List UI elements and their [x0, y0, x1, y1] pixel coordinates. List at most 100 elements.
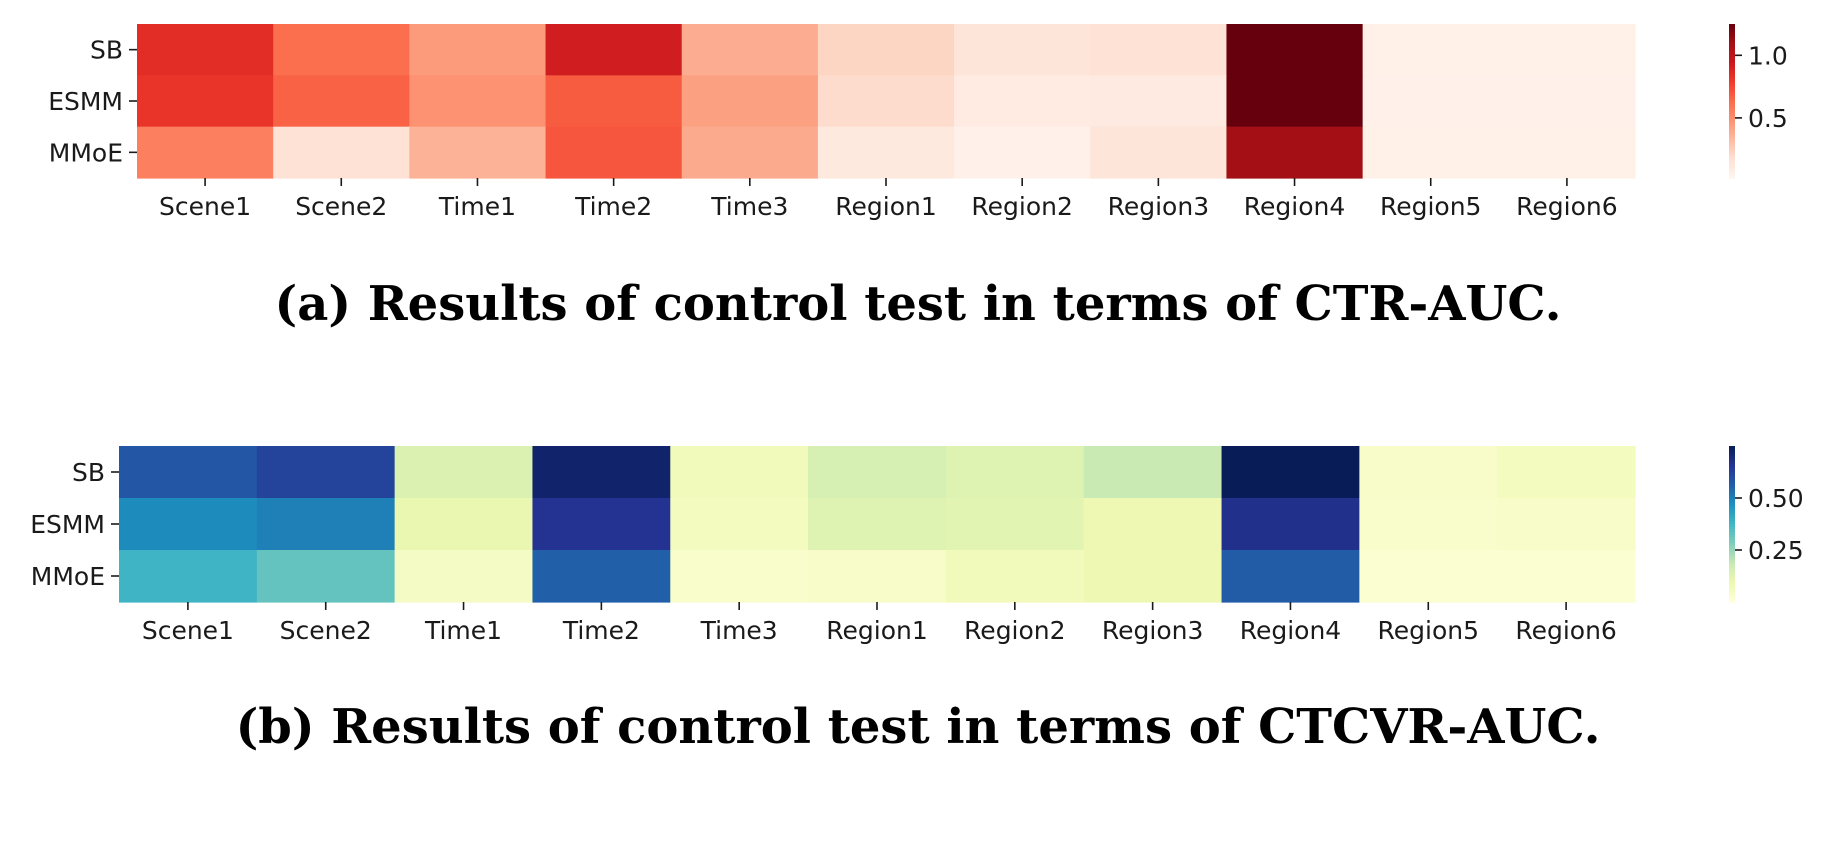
colorbar-segment [1729, 59, 1735, 64]
heatmap-cell-mmoe-time1 [394, 550, 534, 603]
colorbar-segment [1729, 147, 1735, 151]
colorbar-segment [1729, 54, 1735, 58]
heatmap-cell-esmm-time1 [409, 75, 547, 128]
heatmap-cell-mmoe-region3 [1090, 126, 1228, 179]
ctr-auc-caption: (a) Results of control test in terms of … [275, 276, 1562, 332]
colorbar-segment [1729, 29, 1735, 33]
heatmap-cell-sb-region2 [945, 446, 1085, 499]
heatmap-cell-sb-region1 [808, 446, 947, 499]
colorbar-segment [1729, 560, 1735, 564]
heatmap-cell-sb-time3 [670, 446, 809, 499]
colorbar-segment [1729, 461, 1735, 465]
colorbar-segment [1729, 154, 1735, 159]
colorbar-segment [1729, 142, 1735, 146]
colorbar-segment [1729, 448, 1735, 452]
heatmap-cell-esmm-time1 [394, 498, 534, 551]
heatmap-cell-sb-time3 [681, 24, 819, 76]
colorbar-segment [1729, 39, 1735, 43]
colorbar-segment [1729, 446, 1735, 450]
column-label-time3: Time3 [710, 192, 788, 221]
colorbar-segment [1729, 472, 1735, 476]
column-label-region3: Region3 [1102, 616, 1204, 645]
heatmap-cell-sb-region1 [817, 24, 955, 76]
colorbar-segment [1729, 490, 1735, 494]
colorbar-segment [1729, 596, 1735, 600]
colorbar-segment [1729, 466, 1735, 470]
column-label-region2: Region2 [971, 192, 1073, 221]
column-label-region2: Region2 [964, 616, 1066, 645]
colorbar-segment [1729, 479, 1735, 483]
heatmap-cell-sb-region6 [1497, 446, 1636, 499]
column-label-region6: Region6 [1515, 616, 1617, 645]
heatmap-cell-sb-region6 [1498, 24, 1636, 76]
colorbar-segment [1729, 513, 1735, 517]
heatmap-cell-mmoe-region5 [1359, 550, 1498, 603]
heatmap-cell-mmoe-region6 [1498, 126, 1636, 179]
heatmap-cell-sb-region5 [1359, 446, 1498, 499]
row-label-sb: SB [90, 36, 123, 65]
heatmap-cell-mmoe-scene1 [137, 126, 274, 179]
colorbar-segment [1729, 165, 1735, 169]
colorbar-segment [1729, 516, 1735, 520]
colorbar-segment [1729, 542, 1735, 546]
colorbar-segment [1729, 599, 1735, 603]
colorbar-segment [1729, 492, 1735, 496]
colorbar-segment [1729, 80, 1735, 84]
heatmap-cell-mmoe-time3 [670, 550, 809, 603]
colorbar-segment [1729, 57, 1735, 61]
heatmap-cell-mmoe-region4 [1226, 126, 1364, 179]
colorbar-segment [1729, 95, 1735, 100]
colorbar-segment [1729, 557, 1735, 561]
colorbar-segment [1729, 539, 1735, 543]
heatmap-cell-esmm-scene2 [273, 75, 410, 128]
heatmap-cell-sb-time2 [532, 446, 671, 499]
colorbar-segment [1729, 537, 1735, 541]
colorbar-segment [1729, 594, 1735, 598]
heatmap-cell-esmm-region4 [1221, 498, 1360, 551]
heatmap-cell-esmm-region3 [1083, 498, 1223, 551]
row-label-esmm: ESMM [30, 510, 105, 539]
heatmap-cell-esmm-time2 [532, 498, 671, 551]
column-label-time1: Time1 [438, 192, 516, 221]
colorbar-tick-label: 1.0 [1748, 41, 1788, 70]
colorbar-segment [1729, 565, 1735, 569]
colorbar-segment [1729, 67, 1735, 71]
colorbar-tick-label: 0.25 [1748, 536, 1804, 565]
heatmap-cell-sb-time2 [545, 24, 683, 76]
colorbar-segment [1729, 573, 1735, 577]
colorbar-segment [1729, 134, 1735, 138]
colorbar-segment [1729, 106, 1735, 110]
heatmap-cell-esmm-region3 [1090, 75, 1228, 128]
heatmap-cell-esmm-scene1 [137, 75, 274, 128]
colorbar-segment [1729, 93, 1735, 97]
column-label-scene2: Scene2 [280, 616, 372, 645]
heatmap-cell-sb-region3 [1090, 24, 1228, 76]
colorbar: 0.5 1.0 [1729, 24, 1788, 179]
column-label-time3: Time3 [700, 616, 778, 645]
column-label-region1: Region1 [826, 616, 928, 645]
colorbar-tick-label: 0.5 [1748, 104, 1788, 133]
colorbar-segment [1729, 498, 1735, 502]
colorbar-segment [1729, 583, 1735, 587]
heatmap-cell-mmoe-time3 [681, 126, 819, 179]
colorbar-segment [1729, 36, 1735, 40]
ctcvr-auc-heatmap-panel: SB ESMM MMoE Scene1 Scene2 Time1 Time2 Time3 Reg… [30, 446, 1804, 645]
colorbar-segment [1729, 118, 1735, 123]
colorbar-segment [1729, 121, 1735, 125]
heatmap-cell-mmoe-region2 [954, 126, 1091, 179]
column-label-time1: Time1 [424, 616, 502, 645]
heatmap-cell-mmoe-time2 [532, 550, 671, 603]
colorbar-segment [1729, 451, 1735, 455]
colorbar-segment [1729, 172, 1735, 177]
colorbar-segment [1729, 52, 1735, 56]
heatmap-cell-sb-region4 [1226, 24, 1364, 76]
colorbar-tick-label: 0.50 [1748, 484, 1804, 513]
colorbar-segment [1729, 485, 1735, 489]
column-label-region6: Region6 [1516, 192, 1618, 221]
heatmap-cell-mmoe-scene2 [273, 126, 410, 179]
heatmap-cell-sb-region2 [954, 24, 1091, 76]
colorbar-segment [1729, 47, 1735, 51]
heatmap-cell-mmoe-scene2 [256, 550, 396, 603]
heatmap-cell-esmm-region2 [945, 498, 1085, 551]
